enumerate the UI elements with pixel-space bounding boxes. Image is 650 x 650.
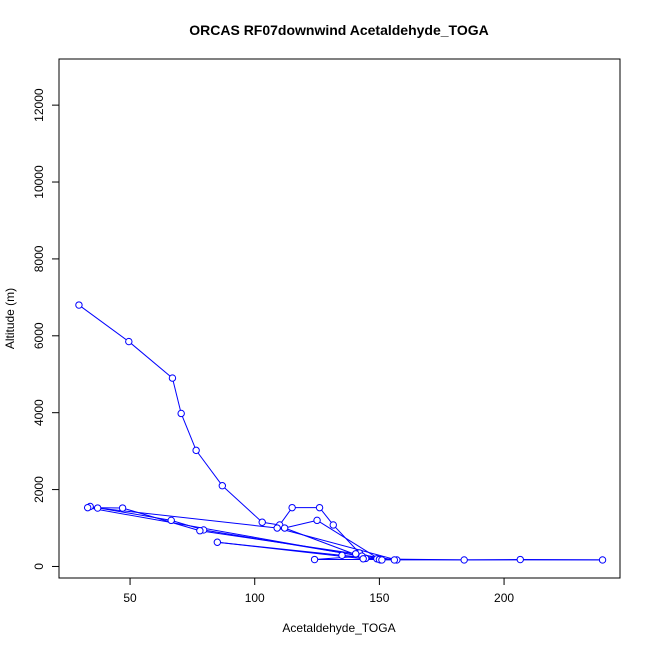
data-point (118, 504, 127, 512)
x-tick-label: 100 (245, 591, 265, 605)
data-point (359, 555, 367, 563)
data-point (273, 524, 281, 532)
series-segment (316, 519, 381, 561)
data-point (83, 503, 92, 512)
series-segment (277, 527, 397, 561)
data-point (338, 551, 346, 560)
data-point (218, 482, 227, 490)
y-axis: 0 2000 4000 6000 8000 10000 12000 (32, 88, 60, 570)
x-tick-label: 200 (494, 591, 514, 605)
data-point (288, 503, 296, 512)
data-point (167, 516, 175, 525)
series-segment (195, 450, 223, 487)
data-point (390, 556, 399, 564)
data-point (258, 518, 266, 526)
series-segment (128, 341, 173, 379)
y-tick-label: 8000 (32, 245, 46, 272)
data-point (75, 301, 83, 309)
data-point (93, 504, 102, 512)
x-axis-label: Acetaldehyde_TOGA (282, 621, 395, 635)
x-tick-label: 50 (123, 591, 137, 605)
data-point (516, 555, 524, 564)
data-point (168, 374, 177, 382)
data-point (313, 516, 321, 525)
chart-title: ORCAS RF07downwind Acetaldehyde_TOGA (189, 22, 489, 38)
data-point (460, 556, 468, 564)
series-segment (199, 530, 356, 555)
series-segment (180, 413, 197, 451)
x-axis: 50 100 150 200 (123, 577, 514, 605)
data-point (280, 524, 289, 532)
data-point (315, 503, 324, 512)
y-tick-label: 0 (32, 563, 46, 570)
series-segment (78, 304, 130, 342)
y-tick-label: 12000 (32, 88, 46, 122)
data-point (196, 527, 204, 535)
data-point (213, 538, 222, 546)
series-segment (97, 507, 278, 529)
data-point (310, 555, 319, 564)
data-point (177, 409, 185, 418)
data-point (192, 446, 200, 455)
data-point (598, 556, 607, 564)
data-point (378, 556, 386, 564)
y-tick-label: 4000 (32, 399, 46, 426)
y-tick-label: 2000 (32, 476, 46, 503)
series-segment (122, 507, 201, 532)
data-point (125, 337, 133, 346)
y-tick-label: 10000 (32, 165, 46, 199)
series-segment (87, 507, 380, 561)
x-tick-label: 150 (369, 591, 389, 605)
series-points (75, 301, 607, 564)
series-segment (221, 485, 263, 523)
series-segment (171, 377, 182, 414)
series-segment (284, 519, 318, 529)
data-point (329, 521, 337, 529)
data-point (352, 550, 360, 558)
y-tick-label: 6000 (32, 322, 46, 349)
y-axis-label: Altitude (m) (3, 288, 17, 349)
